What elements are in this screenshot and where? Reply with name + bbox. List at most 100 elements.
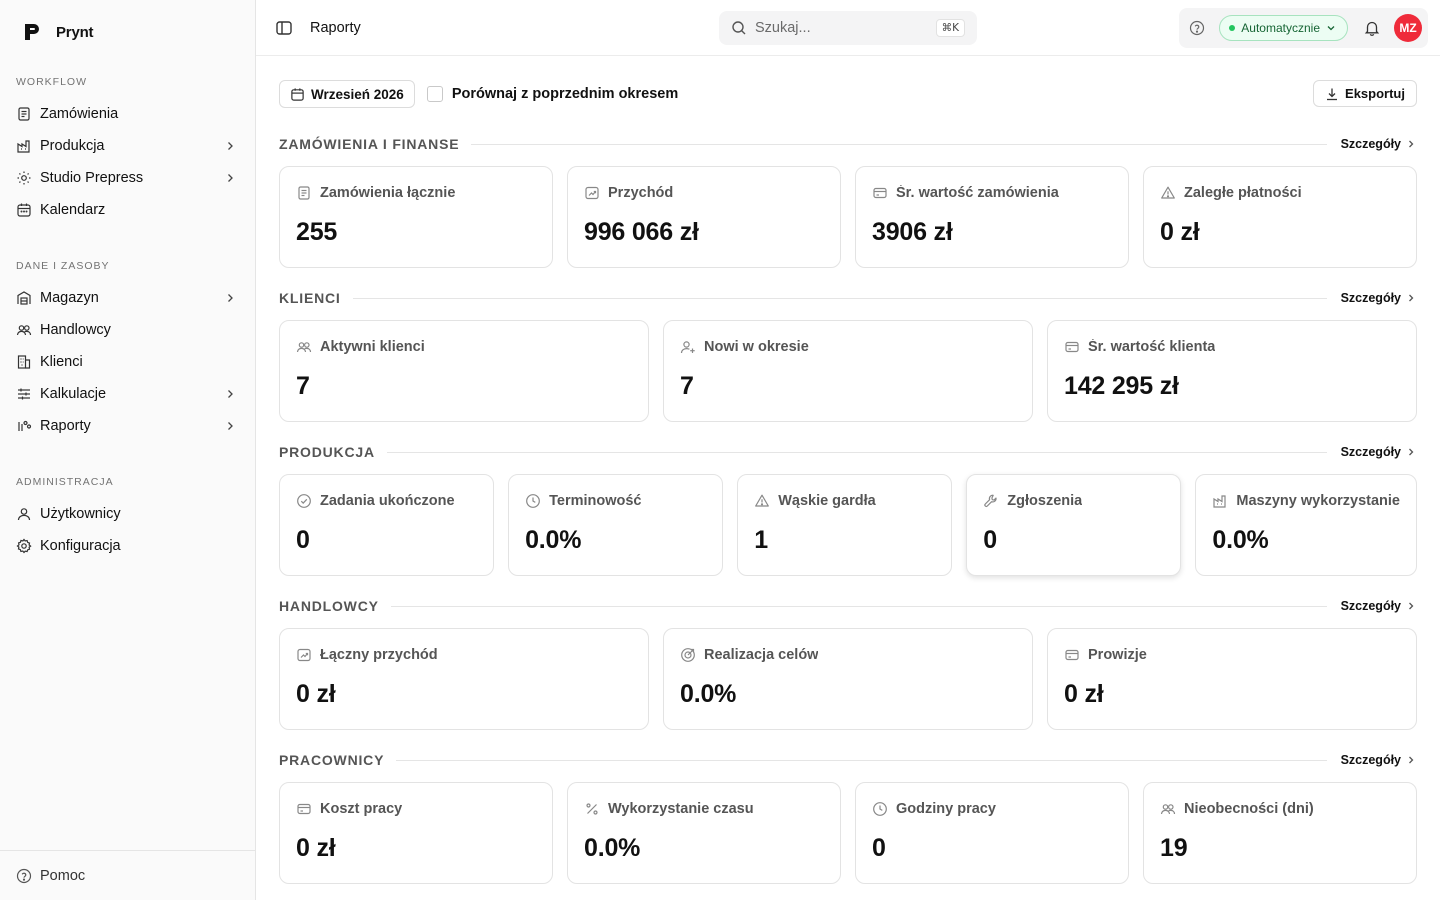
kpi-card-prowizje[interactable]: Prowizje 0 zł [1047, 628, 1417, 730]
bell-icon[interactable] [1362, 18, 1382, 38]
kpi-card-header: Aktywni klienci [296, 339, 632, 355]
sidebar-item-kalendarz[interactable]: Kalendarz [0, 194, 255, 226]
nav-group: DANE I ZASOBY Magazyn Handlowcy Klienci Kalk… [0, 250, 255, 442]
sidebar-item-label: Handlowcy [40, 322, 111, 338]
kpi-card-nowi-w-okresie[interactable]: Nowi w okresie 7 [663, 320, 1033, 422]
compare-checkbox[interactable] [426, 86, 443, 102]
kpi-card-sr-wartosc-klienta[interactable]: Śr. wartość klienta 142 295 zł [1047, 320, 1417, 422]
kpi-cards: Koszt pracy 0 zł Wykorzystanie czasu 0.0% Go… [279, 782, 1417, 884]
factory-icon [16, 138, 32, 154]
section-divider [471, 143, 1327, 145]
kpi-card-laczny-przychod[interactable]: Łączny przychód 0 zł [279, 628, 649, 730]
sidebar-item-label: Użytkownicy [40, 506, 121, 522]
section-header: HANDLOWCY Szczegóły [279, 596, 1417, 616]
details-link[interactable]: Szczegóły [1341, 291, 1417, 305]
sidebar-item-raporty[interactable]: Raporty [0, 410, 255, 442]
chevron-right-icon[interactable] [223, 291, 237, 305]
orders-icon [296, 185, 312, 201]
kpi-card-zadania-ukonczone[interactable]: Zadania ukończone 0 [279, 474, 495, 576]
kpi-card-header: Zadania ukończone [296, 493, 477, 509]
details-link-label: Szczegóły [1340, 599, 1401, 613]
details-link[interactable]: Szczegóły [1341, 445, 1417, 459]
kpi-card-header: Śr. wartość klienta [1064, 339, 1400, 355]
details-link[interactable]: Szczegóły [1341, 753, 1417, 767]
chevron-right-icon [1405, 292, 1417, 304]
brand[interactable]: Prynt [0, 0, 255, 64]
compare-toggle[interactable]: Porównaj z poprzednim okresem [426, 86, 678, 102]
section-pracownicy: PRACOWNICY Szczegóły Koszt pracy 0 zł Wykorz… [279, 750, 1417, 884]
auto-mode-dropdown[interactable]: Automatycznie [1219, 15, 1348, 41]
details-link[interactable]: Szczegóły [1341, 599, 1417, 613]
sidebar-item-klienci[interactable]: Klienci [0, 346, 255, 378]
chevron-right-icon[interactable] [223, 387, 237, 401]
main-area: Raporty Szukaj... ⌘K Automatycznie [256, 0, 1440, 900]
sidebar-item-magazyn[interactable]: Magazyn [0, 282, 255, 314]
sidebar-item-zamowienia[interactable]: Zamówienia [0, 98, 255, 130]
chevron-right-icon[interactable] [223, 419, 237, 433]
kpi-card-nieobecnosci-dni[interactable]: Nieobecności (dni) 19 [1143, 782, 1417, 884]
user-icon [16, 506, 32, 522]
nav-group-label: ADMINISTRACJA [16, 476, 114, 488]
chevron-right-icon[interactable] [223, 171, 237, 185]
kpi-card-realizacja-celow[interactable]: Realizacja celów 0.0% [663, 628, 1033, 730]
avatar[interactable]: MZ [1394, 14, 1422, 42]
kpi-card-godziny-pracy[interactable]: Godziny pracy 0 [855, 782, 1129, 884]
section-header: PRODUKCJA Szczegóły [279, 442, 1417, 462]
section-produkcja: PRODUKCJA Szczegóły Zadania ukończone 0 Term… [279, 442, 1417, 576]
percent-icon [584, 801, 600, 817]
sidebar-item-konfiguracja[interactable]: Konfiguracja [0, 530, 255, 562]
kpi-label: Aktywni klienci [320, 339, 425, 355]
users-icon [16, 322, 32, 338]
kpi-value: 0.0% [525, 526, 582, 554]
kpi-card-zgloszenia[interactable]: Zgłoszenia 0 [966, 474, 1182, 576]
kpi-card-terminowosc[interactable]: Terminowość 0.0% [508, 474, 724, 576]
kpi-card-aktywni-klienci[interactable]: Aktywni klienci 7 [279, 320, 649, 422]
sidebar-item-kalkulacje[interactable]: Kalkulacje [0, 378, 255, 410]
sidebar-item-produkcja[interactable]: Produkcja [0, 130, 255, 162]
users-icon [296, 339, 312, 355]
sidebar: Prynt WORKFLOW Zamówienia Produkcja Studio … [0, 0, 256, 900]
kpi-card-sr-wartosc-zamowienia[interactable]: Śr. wartość zamówienia 3906 zł [855, 166, 1129, 268]
search-input[interactable]: Szukaj... ⌘K [719, 11, 977, 45]
details-link-label: Szczegóły [1340, 291, 1401, 305]
period-picker-button[interactable]: Wrzesień 2026 [279, 80, 415, 108]
sidebar-item-uzytkownicy[interactable]: Użytkownicy [0, 498, 255, 530]
details-link-label: Szczegóły [1340, 137, 1401, 151]
help-icon[interactable] [1187, 18, 1207, 38]
kpi-card-header: Nowi w okresie [680, 339, 1016, 355]
calendar-icon [290, 87, 305, 102]
sidebar-toggle-icon[interactable] [274, 18, 294, 38]
card-icon [1064, 339, 1080, 355]
kpi-card-koszt-pracy[interactable]: Koszt pracy 0 zł [279, 782, 553, 884]
kpi-label: Maszyny wykorzystanie [1236, 493, 1400, 509]
kpi-card-przychod[interactable]: Przychód 996 066 zł [567, 166, 841, 268]
chevron-right-icon[interactable] [223, 139, 237, 153]
kpi-card-wykorzystanie-czasu[interactable]: Wykorzystanie czasu 0.0% [567, 782, 841, 884]
sidebar-item-handlowcy[interactable]: Handlowcy [0, 314, 255, 346]
kpi-card-header: Realizacja celów [680, 647, 1016, 663]
sidebar-item-help[interactable]: Pomoc [0, 850, 255, 900]
kpi-card-header: Wykorzystanie czasu [584, 801, 824, 817]
chevron-right-icon [1405, 446, 1417, 458]
kpi-card-header: Przychód [584, 185, 824, 201]
sidebar-item-studio-prepress[interactable]: Studio Prepress [0, 162, 255, 194]
warning-icon [1160, 185, 1176, 201]
sidebar-item-label: Produkcja [40, 138, 105, 154]
details-link[interactable]: Szczegóły [1341, 137, 1417, 151]
sidebar-item-label: Kalendarz [40, 202, 106, 218]
kpi-label: Prowizje [1088, 647, 1147, 663]
kpi-card-zamowienia-lacznie[interactable]: Zamówienia łącznie 255 [279, 166, 553, 268]
section-divider [390, 605, 1327, 607]
section-title: PRACOWNICY [279, 752, 385, 768]
export-button[interactable]: Eksportuj [1313, 80, 1417, 107]
chevron-down-icon [1325, 22, 1337, 34]
kpi-label: Zgłoszenia [1007, 493, 1083, 509]
topbar: Raporty Szukaj... ⌘K Automatycznie [256, 0, 1440, 56]
clock-icon [872, 801, 888, 817]
kpi-label: Realizacja celów [704, 647, 819, 663]
kpi-card-waskie-gardla[interactable]: Wąskie gardła 1 [737, 474, 953, 576]
kpi-label: Wykorzystanie czasu [608, 801, 754, 817]
warning-icon [754, 493, 770, 509]
kpi-card-maszyny-wykorzystanie[interactable]: Maszyny wykorzystanie 0.0% [1195, 474, 1417, 576]
kpi-card-zalegle-platnosci[interactable]: Zaległe płatności 0 zł [1143, 166, 1417, 268]
